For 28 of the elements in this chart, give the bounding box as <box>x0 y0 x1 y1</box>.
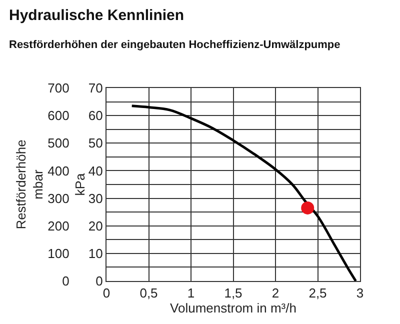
x-tick-label: 2 <box>272 286 280 301</box>
x-axis-title: Volumenstrom in m³/h <box>170 300 296 316</box>
y2-tick-label: 600 <box>48 108 70 124</box>
y2-tick-label: 200 <box>48 218 70 234</box>
y-tick-label: 20 <box>88 218 103 234</box>
y2-tick-label: 700 <box>48 80 70 96</box>
chart-subtitle: Restförderhöhen der eingebauten Hocheffizienz-Umwälzpumpe <box>9 39 340 51</box>
chart-title: Hydraulische Kennlinien <box>9 7 184 24</box>
y-tick-label: 40 <box>88 163 103 178</box>
y2-tick-label: 100 <box>48 246 70 261</box>
x-tick-label: 1 <box>187 286 195 301</box>
y2-tick-label: 500 <box>48 136 70 151</box>
x-tick-label: 0,5 <box>140 286 158 301</box>
y-tick-label: 50 <box>88 136 103 151</box>
x-tick-label: 3 <box>356 286 364 301</box>
line-series <box>130 104 358 281</box>
y2-tick-label: 300 <box>48 190 70 206</box>
y2-axis-title: Restförderhöhe mbar <box>14 140 46 230</box>
y2-tick-label: 0 <box>62 274 70 289</box>
y-tick-label: 70 <box>88 80 103 96</box>
x-tick-label: 1,5 <box>224 286 242 301</box>
x-tick-label: 2,5 <box>308 286 327 301</box>
y-tick-label: 60 <box>88 108 103 124</box>
y-axis-title: kPa <box>72 172 88 196</box>
y-tick-label: 30 <box>88 190 103 206</box>
y-tick-label: 0 <box>96 274 103 289</box>
y-tick-label: 10 <box>88 246 103 261</box>
y2-tick-label: 400 <box>48 163 70 178</box>
